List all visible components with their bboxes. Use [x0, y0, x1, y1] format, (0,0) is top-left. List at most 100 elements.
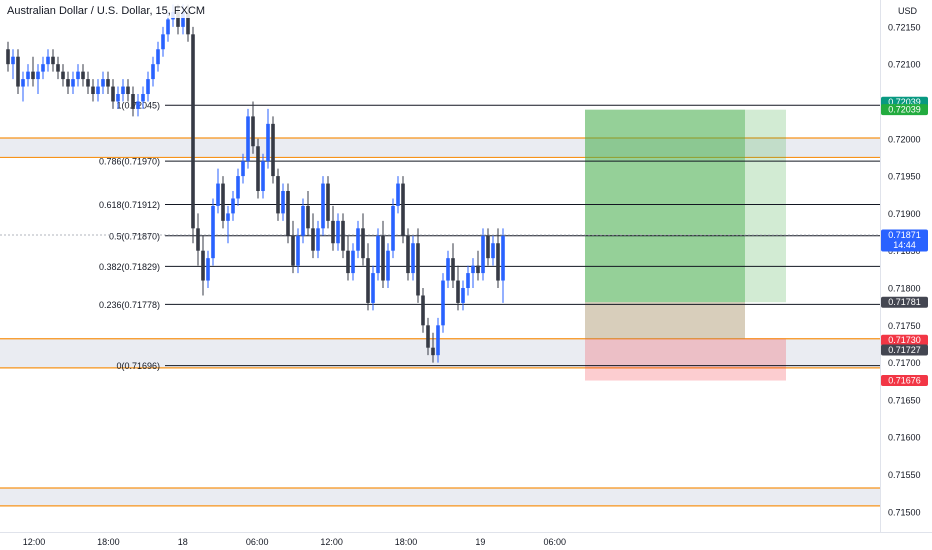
stop-badge-text: 0.71676 — [888, 376, 921, 386]
zone-badge-grey-text: 0.71727 — [888, 345, 921, 355]
price-tick-label: 0.72100 — [888, 60, 921, 70]
tp-badge-text: 0.72039 — [888, 105, 921, 115]
candle-body — [336, 220, 340, 244]
zone-badge-red-text: 0.71730 — [888, 335, 921, 345]
candle-body — [406, 235, 410, 274]
candle-body — [16, 56, 20, 87]
candle-body — [421, 295, 425, 326]
candle-body — [296, 235, 300, 266]
time-tick-label: 19 — [475, 537, 485, 547]
candle-body — [46, 56, 50, 65]
candle-body — [121, 86, 125, 95]
candle-body — [341, 220, 345, 251]
candle-body — [416, 243, 420, 296]
currency-label[interactable]: USD — [898, 6, 918, 16]
candle-body — [286, 191, 290, 236]
fib-label-1: 0.786(0.71970) — [99, 157, 160, 167]
price-tick-label: 0.71500 — [888, 507, 921, 517]
candle-body — [86, 79, 90, 87]
candle-body — [181, 11, 185, 27]
candle-body — [76, 71, 80, 80]
candle-body — [151, 64, 155, 80]
candle-body — [196, 228, 200, 251]
time-tick-label: 18:00 — [97, 537, 120, 547]
price-tick-label: 0.72150 — [888, 22, 921, 32]
candles-layer — [6, 4, 505, 363]
candle-body — [411, 243, 415, 274]
entry-overlap-zone — [585, 302, 745, 339]
candle-body — [471, 265, 475, 274]
candle-body — [331, 220, 335, 244]
candle-body — [346, 250, 350, 274]
candle-body — [396, 183, 400, 206]
candle-body — [136, 101, 140, 109]
symbol-title[interactable]: Australian Dollar / U.S. Dollar, 15, FXC… — [4, 4, 209, 18]
candle-body — [26, 71, 30, 80]
zone-badge-grey — [881, 344, 928, 356]
candle-body — [391, 205, 395, 251]
last-price-badge-sub: 14:44 — [893, 240, 916, 250]
candle-body — [451, 258, 455, 281]
candle-body — [376, 235, 380, 274]
candle-body — [251, 116, 255, 147]
candle-body — [156, 49, 160, 65]
candle-body — [126, 86, 130, 95]
candle-body — [466, 273, 470, 289]
candle-body — [141, 94, 145, 102]
candle-body — [131, 94, 135, 109]
candle-body — [56, 64, 60, 72]
candle-body — [431, 347, 435, 356]
fib-label-5: 0.236(0.71778) — [99, 300, 160, 310]
candle-body — [501, 235, 505, 281]
zone-fill-1 — [0, 338, 880, 368]
fib-label-3: 0.5(0.71870) — [109, 231, 160, 241]
candle-body — [186, 11, 190, 35]
candle-body — [216, 183, 220, 206]
time-tick-label: 06:00 — [544, 537, 567, 547]
candle-body — [246, 116, 250, 162]
candle-body — [281, 191, 285, 214]
candle-body — [236, 176, 240, 199]
entry-badge — [881, 296, 928, 308]
candle-body — [41, 64, 45, 72]
price-tick-label: 0.71950 — [888, 172, 921, 182]
price-tick-label: 0.71650 — [888, 395, 921, 405]
candle-body — [161, 34, 165, 50]
candle-body — [31, 71, 35, 80]
price-tick-label: 0.71700 — [888, 358, 921, 368]
candle-body — [81, 71, 85, 80]
entry-badge-text: 0.71781 — [888, 297, 921, 307]
candle-body — [351, 250, 355, 274]
candle-body — [476, 265, 480, 274]
zone-fill-2 — [0, 487, 880, 506]
candle-body — [441, 280, 445, 326]
candle-body — [71, 79, 75, 87]
candle-body — [231, 198, 235, 214]
candle-body — [96, 86, 100, 95]
candle-body — [116, 94, 120, 102]
price-tick-label: 0.72000 — [888, 134, 921, 144]
candle-body — [386, 250, 390, 281]
candle-body — [401, 183, 405, 236]
time-axis-divider — [0, 532, 932, 533]
fib-label-2: 0.618(0.71912) — [99, 200, 160, 210]
position-layer[interactable] — [585, 109, 786, 381]
loss-zone[interactable] — [585, 338, 786, 381]
price-tick-label: 0.71600 — [888, 433, 921, 443]
candle-body — [326, 183, 330, 221]
zone-fill-0 — [0, 138, 880, 158]
candle-body — [101, 79, 105, 87]
tp-badge — [881, 104, 928, 116]
candle-body — [271, 123, 275, 177]
candle-body — [321, 183, 325, 229]
candle-body — [436, 325, 440, 356]
stop-badge — [881, 375, 928, 387]
profit-zone-extended[interactable] — [585, 109, 786, 303]
time-tick-label: 18 — [178, 537, 188, 547]
candle-body — [256, 146, 260, 192]
profit-zone[interactable] — [585, 109, 745, 303]
candle-body — [276, 176, 280, 214]
time-tick-label: 06:00 — [246, 537, 269, 547]
